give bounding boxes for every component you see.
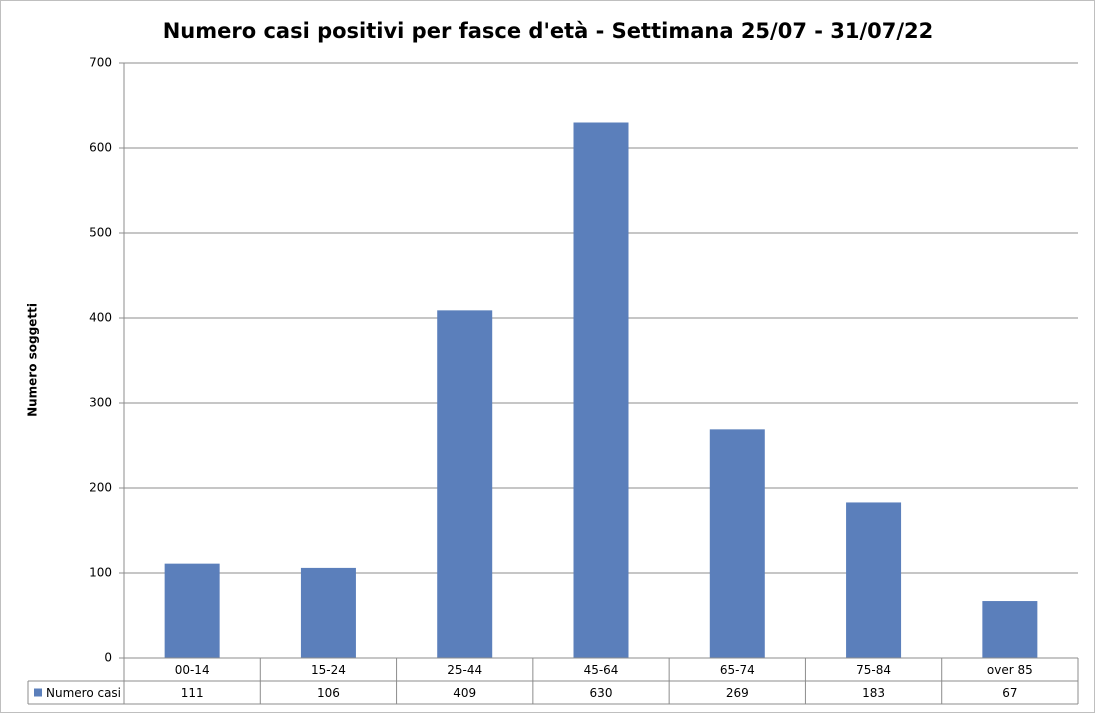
bar <box>709 429 765 658</box>
legend-swatch <box>34 688 42 697</box>
table-value: 67 <box>1002 686 1017 700</box>
table-value: 183 <box>862 686 885 700</box>
table-value: 409 <box>453 686 476 700</box>
bar <box>300 567 356 658</box>
bar <box>846 502 902 658</box>
x-tick-label: 25-44 <box>447 663 482 677</box>
x-tick-label: 15-24 <box>311 663 346 677</box>
y-tick-label: 300 <box>89 396 112 410</box>
x-tick-label: 45-64 <box>584 663 619 677</box>
bar <box>164 563 220 658</box>
y-tick-label: 500 <box>89 226 112 240</box>
x-tick-label: 75-84 <box>856 663 891 677</box>
y-tick-label: 400 <box>89 311 112 325</box>
chart-title: Numero casi positivi per fasce d'età - S… <box>163 19 934 43</box>
y-tick-label: 100 <box>89 566 112 580</box>
y-axis-label: Numero soggetti <box>26 303 40 417</box>
table-value: 269 <box>726 686 749 700</box>
x-tick-label: 65-74 <box>720 663 755 677</box>
table-value: 106 <box>317 686 340 700</box>
table-value: 111 <box>181 686 204 700</box>
bar <box>437 310 493 658</box>
bar <box>573 122 629 658</box>
legend-label: Numero casi <box>46 686 121 700</box>
x-tick-label: 00-14 <box>175 663 210 677</box>
y-tick-label: 200 <box>89 481 112 495</box>
y-tick-label: 700 <box>89 56 112 70</box>
y-tick-label: 600 <box>89 141 112 155</box>
table-value: 630 <box>590 686 613 700</box>
y-tick-label: 0 <box>104 651 112 665</box>
bar <box>982 601 1038 658</box>
x-tick-label: over 85 <box>987 663 1033 677</box>
